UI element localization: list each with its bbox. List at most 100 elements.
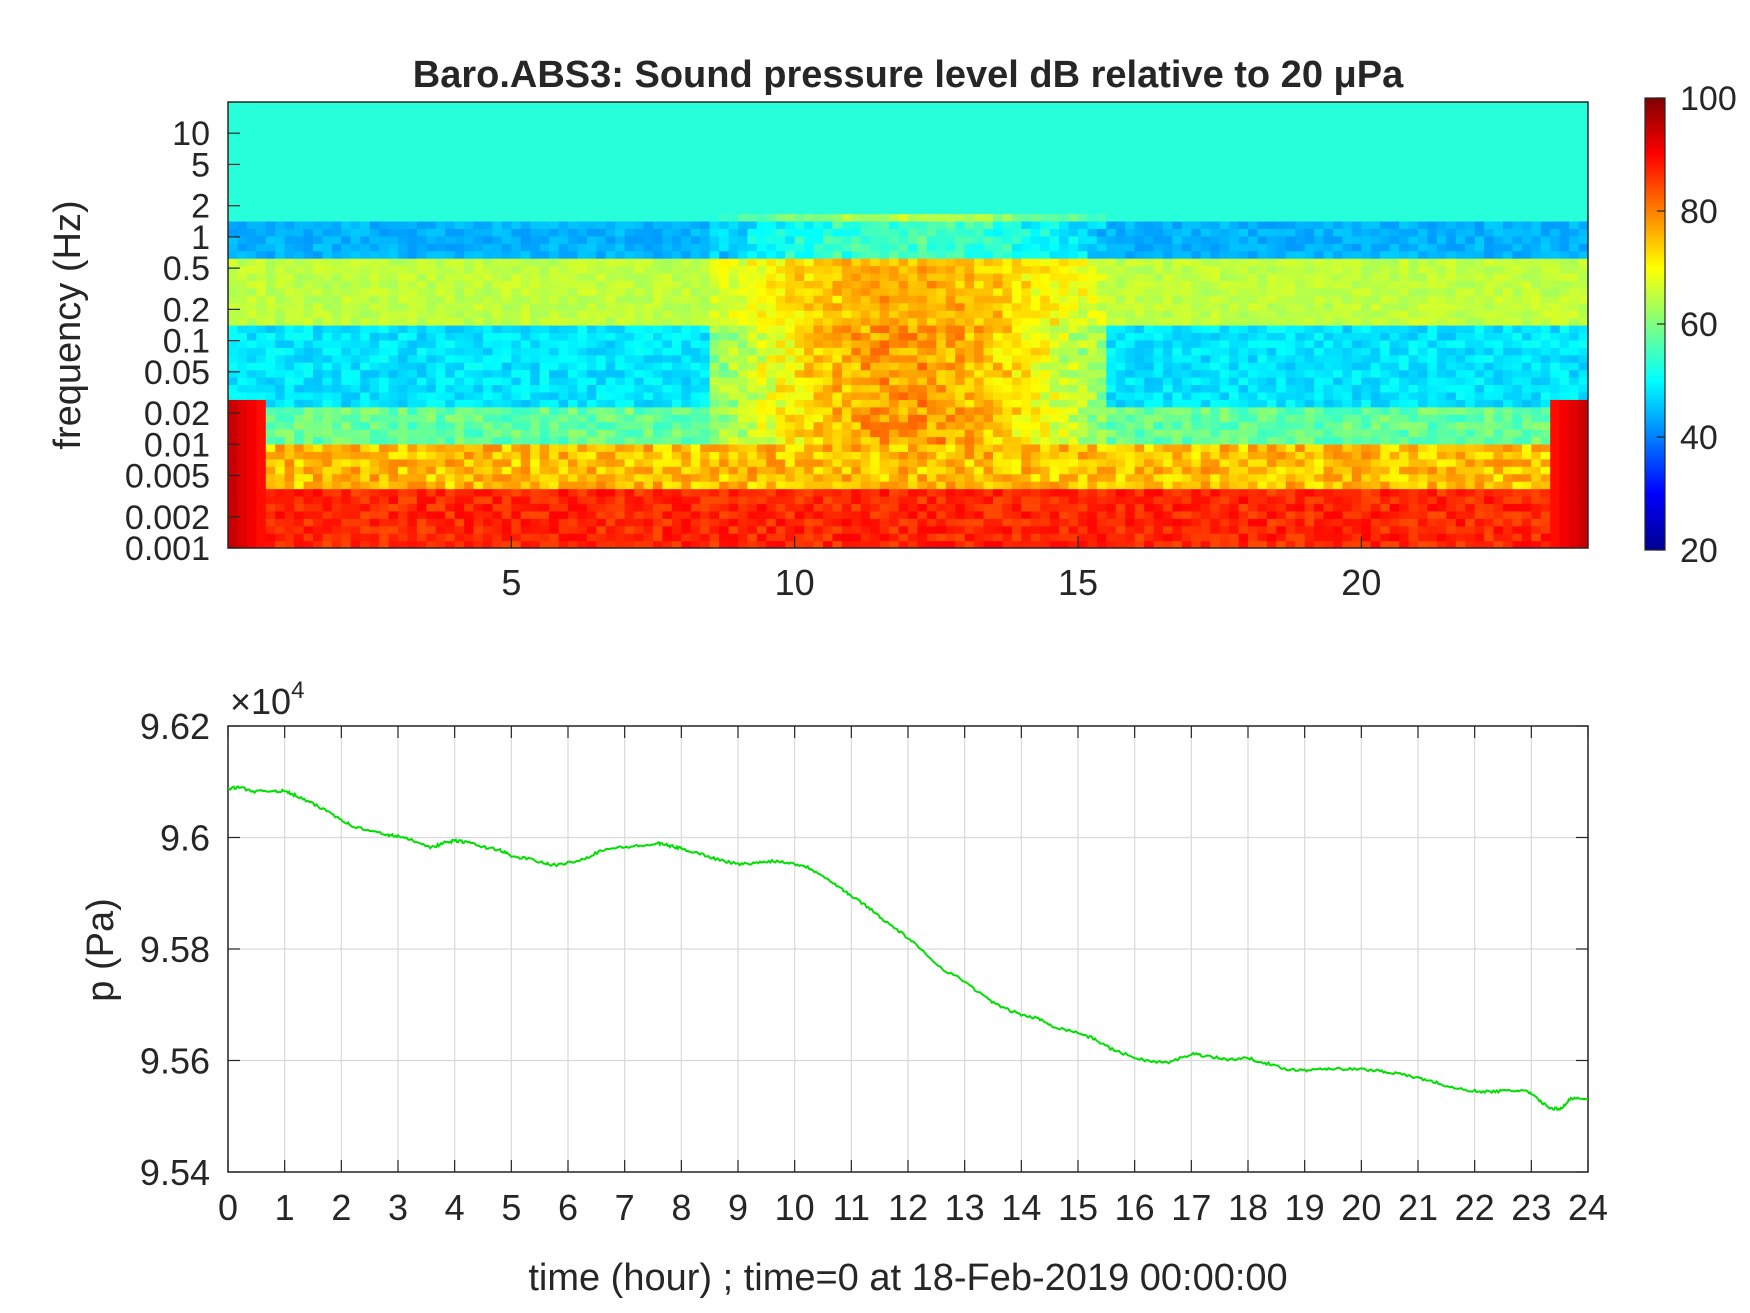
spectrogram-cell — [690, 451, 701, 460]
spectrogram-cell — [634, 451, 645, 460]
spectrogram-cell — [228, 466, 239, 475]
spectrogram-cell — [766, 139, 777, 148]
spectrogram-cell — [643, 109, 654, 118]
spectrogram-cell — [955, 421, 966, 430]
spectrogram-cell — [445, 377, 456, 386]
spectrogram-cell — [700, 421, 711, 430]
spectrogram-cell — [577, 466, 588, 475]
spectrogram-cell — [794, 272, 805, 281]
spectrogram-cell — [313, 168, 324, 177]
spectrogram-cell — [530, 525, 541, 534]
spectrogram-cell — [228, 325, 239, 334]
spectrogram-cell — [577, 518, 588, 527]
spectrogram-cell — [917, 525, 928, 534]
spectrogram-cell — [426, 139, 437, 148]
spectrogram-cell — [993, 109, 1004, 118]
spectrogram-cell — [860, 258, 871, 267]
spectrogram-cell — [917, 302, 928, 311]
spectrogram-cell — [841, 391, 852, 400]
spectrogram-cell — [841, 116, 852, 125]
spectrogram-cell — [416, 429, 427, 438]
spectrogram-cell — [520, 443, 531, 452]
spectrogram-cell — [237, 116, 248, 125]
spectrogram-cell — [945, 258, 956, 267]
spectrogram-cell — [1011, 503, 1022, 512]
spectrogram-cell — [738, 510, 749, 519]
spectrogram-cell — [898, 235, 909, 244]
spectrogram-cell — [398, 436, 409, 445]
spectrogram-cell — [794, 220, 805, 229]
spectrogram-cell — [662, 168, 673, 177]
spectrogram-cell — [586, 399, 597, 408]
spectrogram-cell — [558, 235, 569, 244]
spectrogram-cell — [860, 399, 871, 408]
spectrogram-cell — [945, 339, 956, 348]
spectrogram-cell — [237, 332, 248, 341]
spectrogram-cell — [974, 362, 985, 371]
spectrogram-cell — [596, 176, 607, 185]
spectrogram-cell — [671, 488, 682, 497]
spectrogram-cell — [275, 429, 286, 438]
spectrogram-cell — [388, 116, 399, 125]
spectrogram-cell — [690, 414, 701, 423]
spectrogram-cell — [360, 168, 371, 177]
spectrogram-cell — [955, 317, 966, 326]
spectrogram-cell — [568, 154, 579, 163]
spectrogram-cell — [568, 287, 579, 296]
spectrogram-cell — [690, 481, 701, 490]
spectrogram-cell — [889, 124, 900, 133]
spectrogram-cell — [426, 399, 437, 408]
spectrogram-cell — [766, 495, 777, 504]
spectrogram-cell — [483, 176, 494, 185]
spectrogram-cell — [284, 510, 295, 519]
spectrogram-cell — [558, 332, 569, 341]
spectrogram-cell — [303, 354, 314, 363]
spectrogram-cell — [785, 272, 796, 281]
spectrogram-cell — [955, 154, 966, 163]
spectrogram-cell — [1002, 243, 1013, 252]
spectrogram-cell — [341, 235, 352, 244]
spectrogram-cell — [917, 384, 928, 393]
spectrogram-cell — [700, 406, 711, 415]
spectrogram-cell — [832, 176, 843, 185]
spectrogram-cell — [898, 228, 909, 237]
spectrogram-cell — [454, 332, 465, 341]
spectrogram-cell — [577, 406, 588, 415]
spectrogram-cell — [454, 287, 465, 296]
spectrogram-cell — [275, 339, 286, 348]
spectrogram-cell — [511, 451, 522, 460]
spectrogram-cell — [624, 235, 635, 244]
spectrogram-cell — [313, 139, 324, 148]
spectrogram-cell — [662, 243, 673, 252]
spectrogram-cell — [228, 220, 239, 229]
spectrogram-cell — [237, 414, 248, 423]
spectrogram-cell — [823, 406, 834, 415]
spectrogram-cell — [530, 518, 541, 527]
spectrogram-cell — [398, 146, 409, 155]
spectrogram-cell — [539, 280, 550, 289]
spectrogram-cell — [520, 495, 531, 504]
spectrogram-cell — [398, 272, 409, 281]
spectrogram-cell — [483, 243, 494, 252]
spectrogram-cell — [539, 525, 550, 534]
spectrogram-cell — [671, 272, 682, 281]
spectrogram-cell — [539, 332, 550, 341]
spectrogram-cell — [813, 466, 824, 475]
spectrogram-cell — [719, 399, 730, 408]
spectrogram-cell — [662, 102, 673, 111]
spectrogram-cell — [983, 421, 994, 430]
spectrogram-cell — [747, 102, 758, 111]
spectrogram-cell — [350, 325, 361, 334]
spectrogram-cell — [605, 488, 616, 497]
spectrogram-cell — [426, 295, 437, 304]
spectrogram-cell — [520, 191, 531, 200]
spectrogram-cell — [785, 354, 796, 363]
spectrogram-cell — [398, 503, 409, 512]
spectrogram-cell — [454, 250, 465, 259]
spectrogram-cell — [653, 220, 664, 229]
spectrogram-cell — [832, 280, 843, 289]
spectrogram-cell — [577, 235, 588, 244]
spectrogram-cell — [360, 272, 371, 281]
spectrogram-cell — [586, 213, 597, 222]
spectrogram-cell — [426, 168, 437, 177]
